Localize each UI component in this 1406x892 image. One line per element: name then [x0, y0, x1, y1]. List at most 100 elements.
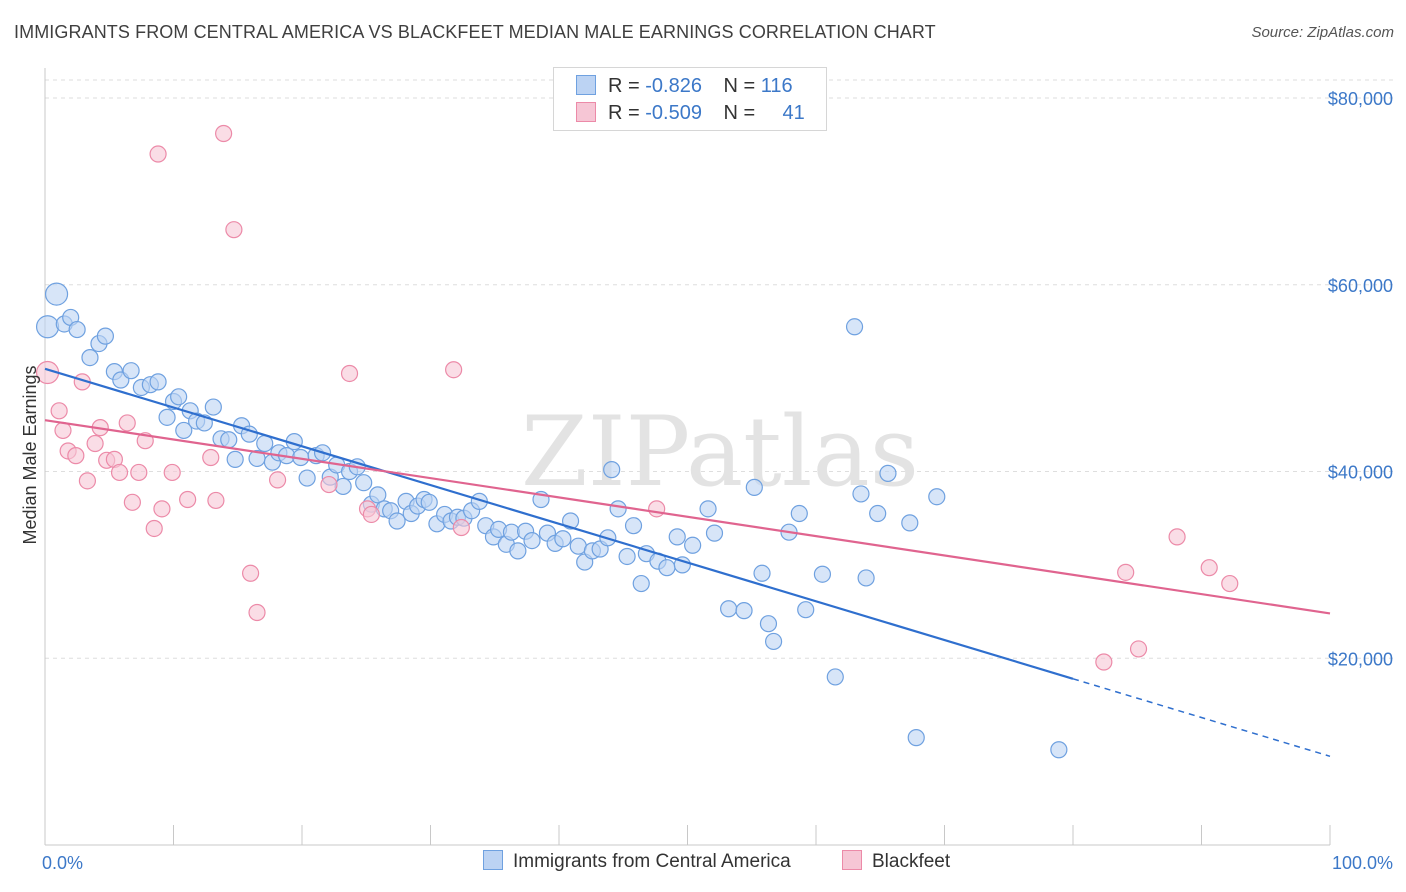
central-america-point	[907, 729, 925, 747]
watermark: ZIPatlas	[521, 396, 919, 508]
blackfeet-point	[452, 518, 470, 537]
central-america-point	[149, 373, 167, 391]
central-america-point	[355, 474, 373, 492]
central-america-point	[684, 536, 702, 554]
r-value: -0.826	[645, 75, 702, 97]
central-america-point	[928, 488, 946, 506]
central-america-point	[720, 600, 738, 618]
blackfeet-point	[202, 448, 220, 467]
central-america-point	[609, 500, 627, 518]
central-america-point	[735, 602, 753, 620]
y-tick-label: $40,000	[1328, 463, 1393, 483]
r-label: R =	[608, 102, 640, 124]
blackfeet-trend-line	[44, 419, 1331, 615]
blackfeet-point	[268, 471, 287, 489]
central-america-point	[624, 517, 643, 535]
central-america-point	[632, 574, 650, 593]
blackfeet-point	[1168, 528, 1186, 546]
blackfeet-point	[78, 472, 97, 490]
central-america-point	[699, 500, 717, 518]
central-america-point	[175, 421, 193, 440]
y-tick-label: $60,000	[1328, 276, 1393, 296]
central-america-point	[658, 559, 676, 577]
blackfeet-point	[179, 490, 197, 509]
blackfeet-point	[225, 221, 243, 239]
blackfeet-point	[123, 493, 141, 511]
central-america-point	[753, 564, 771, 582]
central-america-point	[369, 486, 387, 504]
central-america-point	[901, 514, 919, 532]
central-america-point	[122, 362, 140, 380]
y-tick-label: $80,000	[1328, 89, 1393, 109]
central-america-point	[44, 282, 69, 306]
stats-row-blackfeet: R = -0.509 N = 41	[576, 102, 805, 128]
x-tick-label: 0.0%	[42, 853, 83, 873]
central-america-point	[826, 668, 844, 686]
pink-swatch	[576, 102, 596, 122]
r-value: -0.509	[645, 102, 702, 124]
trend-lines	[44, 367, 1331, 758]
source-label: Source: ZipAtlas.com	[1251, 24, 1394, 41]
central-america-point	[745, 478, 763, 496]
blackfeet-point	[54, 421, 72, 440]
blackfeet-point	[110, 463, 129, 482]
y-axis-label: Median Male Earnings	[20, 365, 40, 544]
central-america-point	[554, 530, 572, 548]
blackfeet-point	[163, 463, 181, 482]
n-value: 41	[782, 102, 805, 124]
central-america-point	[509, 542, 527, 560]
blackfeet-point	[648, 500, 666, 518]
blackfeet-point	[153, 500, 171, 518]
central-america-point	[170, 388, 188, 406]
blackfeet-point	[215, 124, 233, 143]
central-america-point	[869, 504, 887, 523]
blackfeet-point	[67, 447, 85, 465]
central-america-point	[852, 485, 870, 503]
legend-label: Immigrants from Central America	[513, 851, 791, 872]
blue-swatch	[576, 75, 596, 95]
central-america-point	[879, 464, 897, 482]
central-america-point	[68, 320, 86, 339]
blackfeet-point	[86, 434, 104, 453]
points-layer	[35, 124, 1239, 759]
central-america-point	[158, 408, 176, 426]
blackfeet-point	[1095, 653, 1113, 671]
central-america-point	[35, 315, 60, 339]
blackfeet-point	[130, 463, 148, 482]
blackfeet-point	[207, 491, 225, 510]
blackfeet-point	[340, 364, 359, 383]
blackfeet-point	[118, 414, 136, 432]
central-america-point	[204, 398, 222, 416]
n-value: 116	[760, 75, 793, 97]
stats-row-central-america: R = -0.826 N = 116	[576, 75, 793, 101]
blackfeet-point	[1117, 563, 1135, 581]
legend-item-central-america[interactable]: Immigrants from Central America	[483, 850, 791, 873]
central-america-point	[845, 318, 864, 336]
blackfeet-point	[320, 475, 338, 494]
central-america-point	[857, 569, 875, 587]
n-label: N =	[723, 102, 756, 124]
n-label: N =	[723, 75, 756, 97]
central-america-point	[603, 461, 621, 479]
central-america-point	[81, 348, 99, 367]
central-america-point	[388, 512, 406, 530]
central-america-point	[668, 528, 686, 546]
central-america-point	[813, 565, 832, 583]
central-america-point	[618, 547, 636, 566]
axes	[44, 68, 1331, 846]
central-america-point	[705, 524, 724, 542]
blackfeet-point	[1200, 559, 1218, 577]
blackfeet-point	[50, 402, 68, 420]
central-america-point	[334, 477, 352, 496]
central-america-trend-line	[44, 367, 1074, 680]
central-america-point	[298, 469, 316, 487]
blackfeet-point	[1221, 574, 1239, 593]
legend-item-blackfeet[interactable]: Blackfeet	[842, 850, 950, 873]
blackfeet-point	[248, 603, 266, 622]
blackfeet-point	[145, 519, 163, 538]
blue-swatch	[483, 850, 503, 870]
tick-labels: $20,000 $40,000 $60,000 $80,000 0.0% 100.0%	[42, 89, 1393, 873]
blackfeet-point	[242, 564, 260, 582]
central-america-trend-extension	[1072, 678, 1331, 758]
